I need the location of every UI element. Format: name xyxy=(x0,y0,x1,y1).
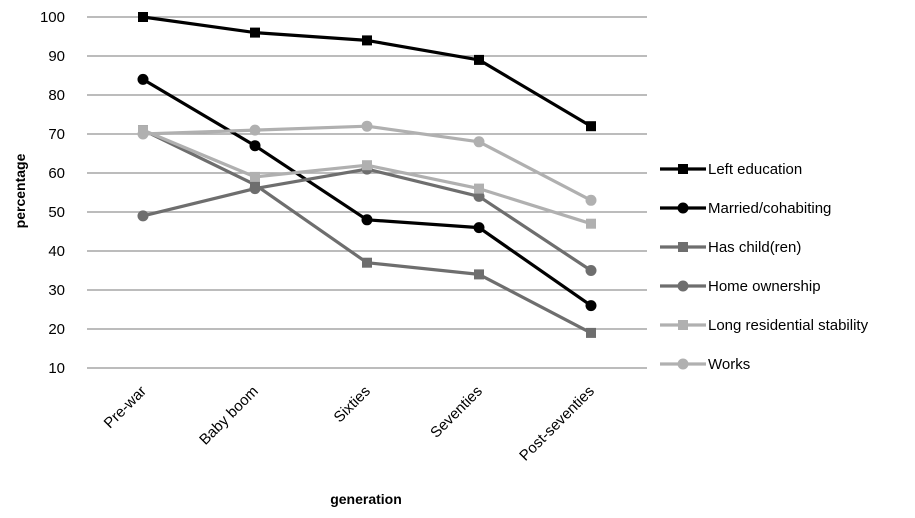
data-point xyxy=(361,120,373,132)
x-tick-label: Post-seventies xyxy=(516,383,598,465)
data-point xyxy=(249,124,261,136)
data-point xyxy=(137,73,149,85)
legend-marker xyxy=(678,320,688,330)
y-tick-label: 100 xyxy=(40,9,65,26)
data-point xyxy=(473,222,485,234)
y-tick-label: 60 xyxy=(48,165,65,182)
series-line xyxy=(142,15,592,128)
data-point xyxy=(474,183,484,194)
data-point xyxy=(250,27,260,38)
y-tick-label: 90 xyxy=(48,48,65,65)
data-point xyxy=(586,327,596,338)
data-point xyxy=(473,190,485,202)
data-point xyxy=(362,257,372,268)
data-point xyxy=(585,265,597,276)
legend-label: Home ownership xyxy=(708,278,821,295)
series-works xyxy=(137,120,597,206)
legend-label: Married/cohabiting xyxy=(708,200,831,217)
data-point xyxy=(362,160,372,171)
x-tick-labels: Pre-war Baby boom Sixties Seventies Post-sev… xyxy=(101,383,598,465)
x-tick-label: Seventies xyxy=(427,383,486,442)
x-tick-label: Sixties xyxy=(331,383,374,426)
series-lines xyxy=(137,12,597,338)
legend-marker xyxy=(677,202,689,214)
series-married-cohabiting xyxy=(137,73,597,312)
legend-item-has-child-ren: Has child(ren) xyxy=(660,239,801,256)
data-point xyxy=(361,214,373,226)
y-tick-labels: 10 20 30 40 50 60 70 80 90 100 xyxy=(40,9,65,377)
data-point xyxy=(249,183,261,195)
y-tick-label: 80 xyxy=(48,87,65,104)
data-point xyxy=(137,210,149,222)
data-point xyxy=(586,121,596,132)
legend-item-left-education: Left education xyxy=(660,161,802,178)
x-tick-label: Pre-war xyxy=(101,383,150,432)
legend-item-married-cohabiting: Married/cohabiting xyxy=(660,200,831,217)
series-line xyxy=(142,128,592,226)
data-point xyxy=(249,140,261,152)
x-axis-title: generation xyxy=(330,491,402,507)
y-tick-label: 40 xyxy=(48,243,65,260)
data-point xyxy=(586,218,596,229)
data-point xyxy=(137,128,149,140)
data-point xyxy=(473,136,485,148)
legend-item-long-residential-stability: Long residential stability xyxy=(660,317,869,334)
legend-label: Works xyxy=(708,356,750,373)
data-point xyxy=(474,54,484,65)
y-tick-label: 70 xyxy=(48,126,65,143)
legend-marker xyxy=(678,242,688,252)
legend-marker xyxy=(678,164,688,174)
legend-item-home-ownership: Home ownership xyxy=(660,278,821,295)
data-point xyxy=(362,35,372,46)
data-point xyxy=(250,171,260,182)
y-tick-label: 50 xyxy=(48,204,65,221)
legend-label: Left education xyxy=(708,161,802,178)
gridlines xyxy=(87,16,647,369)
data-point xyxy=(585,300,597,312)
legend-marker xyxy=(677,358,689,370)
series-line xyxy=(142,78,592,307)
y-tick-label: 30 xyxy=(48,282,65,299)
legend-marker xyxy=(677,280,689,292)
legend: Left education Married/cohabiting Has chil… xyxy=(660,161,869,373)
y-axis-title: percentage xyxy=(12,153,28,228)
legend-item-works: Works xyxy=(660,356,750,373)
y-tick-label: 10 xyxy=(48,360,65,377)
x-tick-label: Baby boom xyxy=(196,383,262,449)
data-point xyxy=(585,194,597,206)
y-tick-label: 20 xyxy=(48,321,65,338)
series-long-residential-stability xyxy=(138,125,596,229)
data-point xyxy=(474,269,484,280)
series-left-education xyxy=(138,12,596,132)
legend-label: Has child(ren) xyxy=(708,239,801,256)
legend-label: Long residential stability xyxy=(708,317,869,334)
data-point xyxy=(138,12,148,22)
